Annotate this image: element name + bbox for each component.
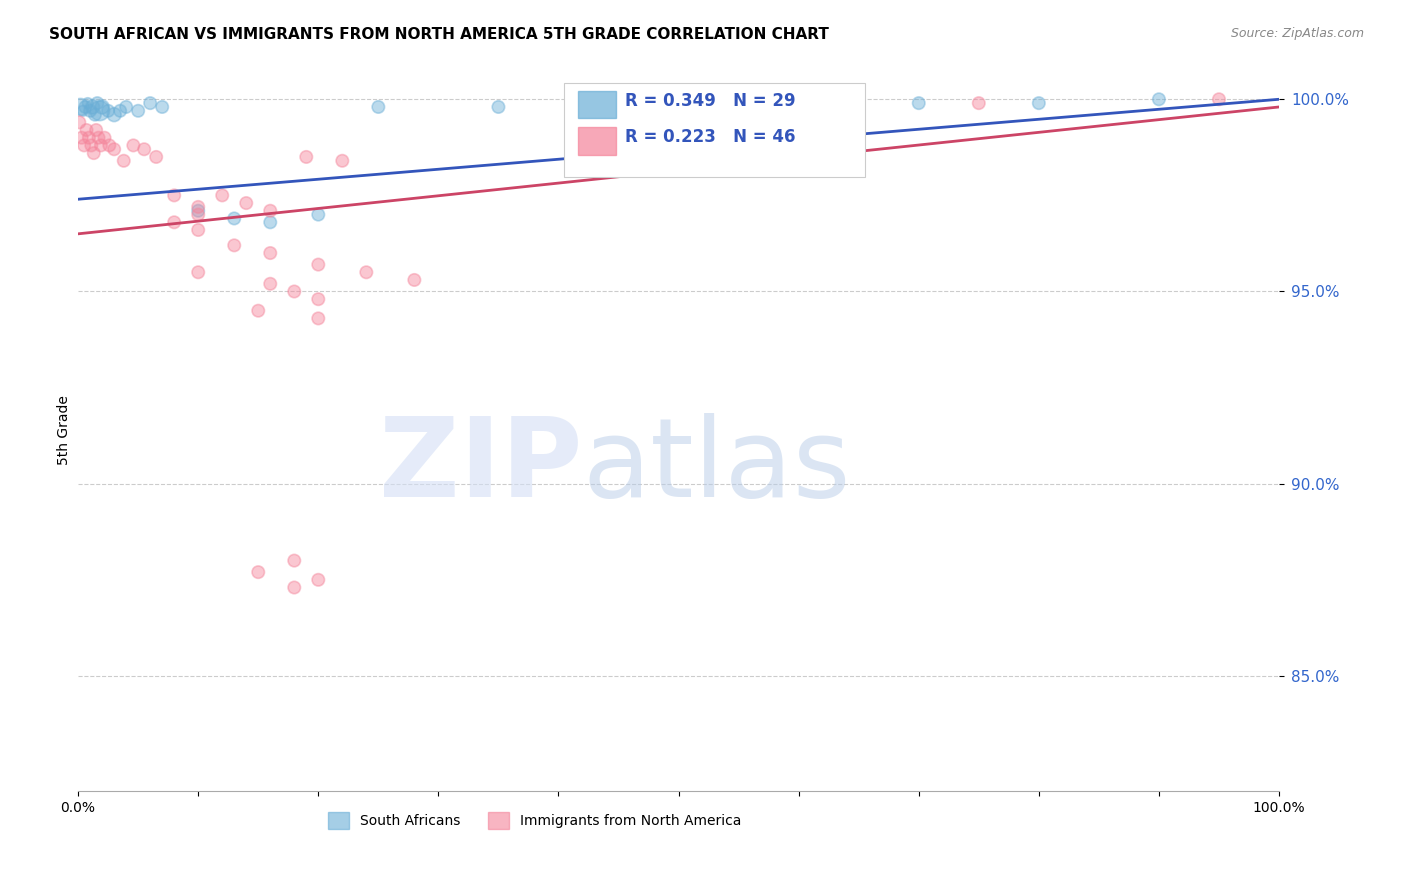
Point xyxy=(787,96,810,111)
Point xyxy=(187,265,209,279)
Point xyxy=(211,188,233,202)
Point xyxy=(404,273,426,287)
Point xyxy=(122,138,145,153)
Point xyxy=(86,96,108,111)
Point xyxy=(83,146,105,161)
Point xyxy=(488,100,510,114)
Point xyxy=(967,96,990,111)
Point xyxy=(187,200,209,214)
Point xyxy=(330,153,353,168)
Point xyxy=(79,103,101,118)
Point xyxy=(77,130,100,145)
Point xyxy=(93,130,115,145)
Point xyxy=(187,223,209,237)
Point xyxy=(67,115,90,129)
Point xyxy=(127,103,149,118)
Point xyxy=(103,108,125,122)
Point xyxy=(76,123,98,137)
Legend: South Africans, Immigrants from North America: South Africans, Immigrants from North Am… xyxy=(322,807,747,835)
Point xyxy=(307,311,329,326)
Point xyxy=(89,103,111,118)
Point xyxy=(90,138,112,153)
Point xyxy=(224,238,246,252)
Text: Source: ZipAtlas.com: Source: ZipAtlas.com xyxy=(1230,27,1364,40)
Point xyxy=(134,142,156,156)
Point xyxy=(163,215,186,229)
Point xyxy=(247,565,270,579)
Point xyxy=(70,130,93,145)
Point xyxy=(87,130,110,145)
Point xyxy=(283,581,305,595)
Point xyxy=(727,96,749,111)
Point xyxy=(295,150,318,164)
Point xyxy=(76,96,98,111)
Y-axis label: 5th Grade: 5th Grade xyxy=(58,395,72,465)
Point xyxy=(235,196,257,211)
Point xyxy=(91,100,114,114)
Point xyxy=(112,153,135,168)
Point xyxy=(259,215,281,229)
Text: SOUTH AFRICAN VS IMMIGRANTS FROM NORTH AMERICA 5TH GRADE CORRELATION CHART: SOUTH AFRICAN VS IMMIGRANTS FROM NORTH A… xyxy=(49,27,830,42)
Point xyxy=(75,100,97,114)
Point xyxy=(1208,92,1230,106)
Point xyxy=(283,285,305,299)
Point xyxy=(84,108,107,122)
Point xyxy=(307,573,329,587)
Point xyxy=(607,96,630,111)
Text: atlas: atlas xyxy=(582,412,851,519)
Text: R = 0.349   N = 29: R = 0.349 N = 29 xyxy=(624,92,796,110)
Point xyxy=(80,138,103,153)
Point xyxy=(848,96,870,111)
Point xyxy=(82,100,104,114)
Point xyxy=(73,138,96,153)
Point xyxy=(98,138,121,153)
Point xyxy=(367,100,389,114)
Point xyxy=(224,211,246,226)
Point xyxy=(692,96,714,111)
Point xyxy=(187,208,209,222)
Text: R = 0.223   N = 46: R = 0.223 N = 46 xyxy=(624,128,794,146)
Point xyxy=(97,103,120,118)
Point xyxy=(307,208,329,222)
Point xyxy=(247,303,270,318)
Point xyxy=(163,188,186,202)
Point xyxy=(259,277,281,291)
Point xyxy=(259,203,281,218)
Text: ZIP: ZIP xyxy=(380,412,582,519)
Point xyxy=(187,203,209,218)
Point xyxy=(259,246,281,260)
Point xyxy=(283,553,305,567)
Point xyxy=(108,103,131,118)
Point xyxy=(1028,96,1050,111)
Point xyxy=(150,100,173,114)
Point xyxy=(907,96,929,111)
Point xyxy=(139,96,162,111)
FancyBboxPatch shape xyxy=(564,83,865,177)
Point xyxy=(356,265,378,279)
Point xyxy=(307,258,329,272)
Point xyxy=(1147,92,1170,106)
Point xyxy=(307,292,329,306)
Point xyxy=(72,103,94,118)
FancyBboxPatch shape xyxy=(578,128,616,154)
Point xyxy=(84,123,107,137)
Point xyxy=(115,100,138,114)
FancyBboxPatch shape xyxy=(578,91,616,119)
Point xyxy=(145,150,167,164)
Point xyxy=(103,142,125,156)
Point xyxy=(69,100,91,114)
